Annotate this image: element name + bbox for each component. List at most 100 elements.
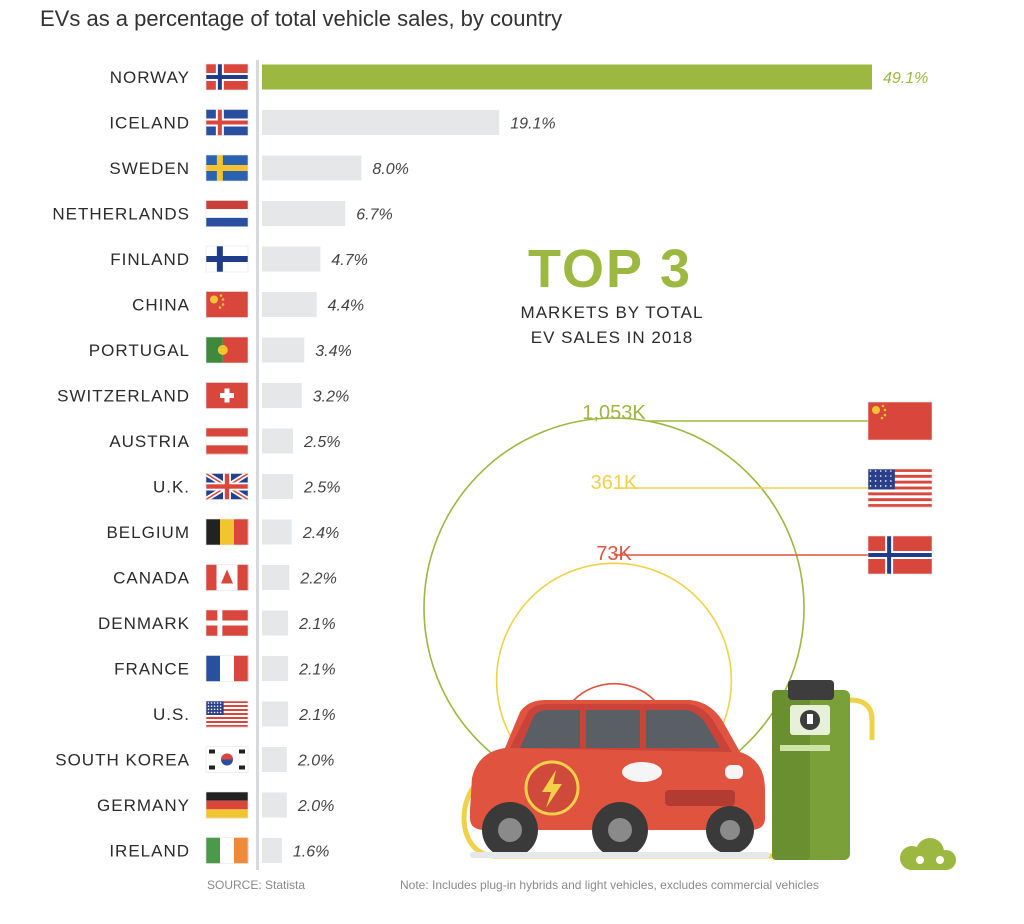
value-label: 49.1% (883, 70, 928, 87)
value-label: 8.0% (372, 161, 408, 178)
bar-row: GERMANY 2.0% (97, 791, 334, 819)
bar (262, 383, 302, 408)
country-label: NETHERLANDS (52, 205, 190, 224)
bar-row: AUSTRIA 2.5% (109, 427, 341, 455)
value-label: 4.4% (328, 298, 364, 315)
top3-subtitle: MARKETS BY TOTAL EV SALES IN 2018 (520, 303, 704, 347)
bar-row: U.K. 2.5% (153, 471, 341, 502)
flag-canada-icon (205, 564, 249, 591)
country-label: ICELAND (109, 114, 190, 133)
value-label: 2.1% (298, 707, 335, 724)
bar-row: NORWAY 49.1% (110, 63, 928, 91)
value-label: 2.5% (303, 434, 340, 451)
top3-title: TOP 3 (528, 239, 693, 299)
bar (262, 838, 282, 863)
bar (262, 155, 362, 181)
flag-us-icon (867, 468, 933, 508)
bar-row: IRELAND 1.6% (109, 837, 329, 864)
brand-logo-icon (900, 838, 956, 870)
bar (262, 474, 294, 499)
flag-us-icon (205, 700, 249, 728)
country-label: NORWAY (110, 68, 190, 87)
flag-norway-icon (867, 535, 933, 575)
flag-austria-icon (205, 427, 249, 455)
bar (262, 747, 287, 772)
bar (262, 656, 289, 681)
country-label: IRELAND (109, 842, 190, 861)
bar-row: FINLAND 4.7% (110, 245, 368, 273)
country-label: U.K. (153, 478, 190, 497)
flag-norway-icon (205, 63, 249, 91)
bar (262, 610, 289, 636)
top3-market: 73K (556, 535, 933, 799)
bar (262, 519, 292, 545)
charging-station-illustration (772, 680, 875, 860)
flag-china-icon (205, 291, 249, 318)
value-label: 6.7% (356, 207, 392, 224)
ev-car-illustration (461, 700, 848, 859)
value-label: 2.4% (302, 525, 339, 542)
flag-portugal-icon (205, 336, 249, 364)
country-label: U.S. (153, 705, 190, 724)
value-label: 2.5% (303, 480, 340, 497)
bar-row: SWITZERLAND 3.2% (57, 382, 349, 409)
bar-row: BELGIUM 2.4% (106, 518, 339, 546)
country-label: CHINA (132, 296, 190, 315)
market-value-label: 1,053K (582, 402, 646, 424)
bar (262, 64, 872, 90)
bar (262, 246, 321, 272)
country-label: GERMANY (97, 796, 190, 815)
bar (262, 701, 289, 727)
source-note: SOURCE: Statista (207, 878, 306, 892)
value-label: 3.4% (315, 343, 351, 360)
flag-south-korea-icon (205, 746, 249, 773)
bar-row: FRANCE 2.1% (114, 655, 336, 682)
country-label: BELGIUM (106, 523, 190, 542)
bar-row: ICELAND 19.1% (109, 109, 556, 136)
flag-ireland-icon (205, 837, 249, 864)
flag-netherlands-icon (205, 200, 249, 227)
country-label: FINLAND (110, 250, 190, 269)
market-value-label: 73K (596, 543, 632, 565)
flag-switzerland-icon (205, 382, 249, 409)
flag-france-icon (205, 655, 249, 682)
bar-row: SWEDEN 8.0% (109, 154, 409, 182)
value-label: 2.1% (298, 662, 335, 679)
bar (262, 201, 346, 226)
bar (262, 565, 290, 590)
value-label: 3.2% (313, 389, 349, 406)
flag-uk-icon (204, 471, 250, 502)
bar (262, 292, 317, 317)
value-label: 19.1% (510, 116, 555, 133)
country-label: DENMARK (98, 614, 190, 633)
flag-finland-icon (205, 245, 249, 273)
bar-row: PORTUGAL 3.4% (89, 336, 352, 364)
flag-iceland-icon (205, 109, 249, 136)
value-label: 4.7% (331, 252, 367, 269)
bar-row: NETHERLANDS 6.7% (52, 200, 393, 227)
bar (262, 110, 500, 135)
flag-china-icon (867, 401, 933, 441)
chart-title: EVs as a percentage of total vehicle sal… (40, 6, 563, 31)
country-label: SWITZERLAND (57, 387, 190, 406)
market-value-label: 361K (591, 472, 638, 494)
value-label: 2.1% (298, 616, 335, 633)
bar (262, 337, 305, 363)
bar-row: SOUTH KOREA 2.0% (55, 746, 334, 773)
flag-belgium-icon (205, 518, 249, 546)
footnote: Note: Includes plug-in hybrids and light… (400, 878, 819, 892)
country-label: PORTUGAL (89, 341, 190, 360)
bar-row: CANADA 2.2% (113, 564, 337, 591)
country-label: SWEDEN (109, 159, 190, 178)
value-label: 1.6% (293, 844, 329, 861)
country-label: SOUTH KOREA (55, 751, 190, 770)
bar-row: U.S. 2.1% (153, 700, 336, 728)
country-label: FRANCE (114, 660, 190, 679)
bar (262, 792, 287, 818)
flag-denmark-icon (205, 609, 249, 637)
bar (262, 428, 294, 454)
country-label: CANADA (113, 569, 190, 588)
bar-row: CHINA 4.4% (132, 291, 364, 318)
